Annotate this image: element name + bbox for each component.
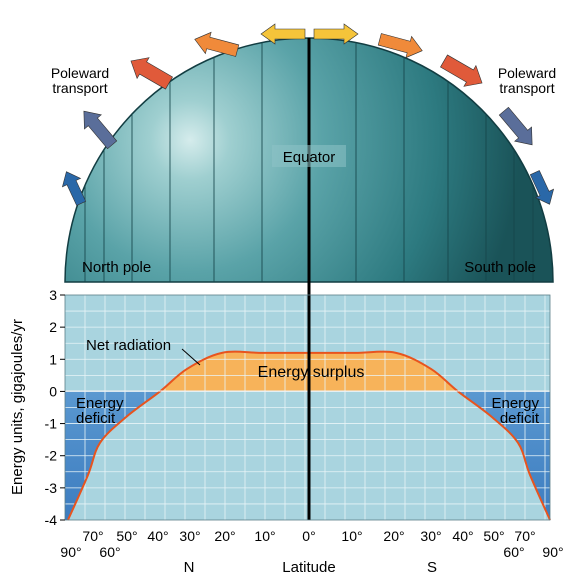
x-tick-label: 90° bbox=[60, 544, 81, 560]
x-tick-label: 20° bbox=[383, 528, 404, 544]
arrow-right-yellow bbox=[313, 23, 359, 45]
poleward-arrows bbox=[61, 23, 555, 206]
x-tick-label: 50° bbox=[483, 528, 504, 544]
y-tick-label: -2 bbox=[45, 448, 58, 464]
plot-frame bbox=[64, 294, 551, 521]
arrow-right-orange bbox=[377, 33, 423, 59]
deficit-label-left: Energy deficit bbox=[76, 395, 124, 427]
arrow-left-orange bbox=[194, 31, 240, 57]
latitude-label: Latitude bbox=[282, 559, 335, 576]
x-tick-label: 30° bbox=[420, 528, 441, 544]
net-radiation-leader bbox=[181, 348, 201, 366]
net-radiation-label: Net radiation bbox=[86, 337, 171, 354]
arrow-left-slate bbox=[83, 110, 118, 150]
y-tick-label: 0 bbox=[49, 383, 57, 399]
x-tick-label: 30° bbox=[179, 528, 200, 544]
x-tick-label: 50° bbox=[116, 528, 137, 544]
arrow-right-slate bbox=[498, 106, 533, 146]
svg-text:Energy: Energy bbox=[76, 395, 124, 412]
globe: Equator North pole South pole bbox=[64, 37, 554, 520]
svg-text:deficit: deficit bbox=[500, 410, 540, 427]
svg-text:transport: transport bbox=[52, 80, 107, 96]
south-pole-label: South pole bbox=[464, 259, 536, 276]
x-tick-label: 60° bbox=[99, 544, 120, 560]
y-tick-label: 2 bbox=[49, 319, 57, 335]
deficit-label-right: Energy deficit bbox=[491, 395, 539, 427]
y-axis-label: Energy units, gigajoules/yr bbox=[9, 319, 26, 495]
svg-text:deficit: deficit bbox=[76, 410, 116, 427]
x-tick-label: 20° bbox=[214, 528, 235, 544]
y-tick-label: 1 bbox=[49, 351, 57, 367]
y-tick-label: -3 bbox=[45, 480, 58, 496]
transport-label-right: Poleward transport bbox=[498, 65, 556, 96]
x-tick-label: 90° bbox=[542, 544, 563, 560]
y-tick-label: -1 bbox=[45, 416, 58, 432]
x-tick-label: 40° bbox=[147, 528, 168, 544]
north-pole-label: North pole bbox=[82, 259, 151, 276]
arrow-left-yellow bbox=[260, 23, 306, 45]
x-tick-label: 0° bbox=[302, 528, 315, 544]
svg-text:transport: transport bbox=[499, 80, 554, 96]
y-tick-label: -4 bbox=[45, 512, 58, 528]
north-label: N bbox=[184, 559, 195, 576]
y-tick-label: 3 bbox=[49, 287, 57, 303]
x-tick-label: 10° bbox=[341, 528, 362, 544]
arrow-right-blue bbox=[529, 170, 555, 205]
arrow-left-red bbox=[130, 57, 173, 90]
y-axis-ticks: 3 2 1 0 -1 -2 -3 -4 bbox=[45, 287, 65, 528]
x-tick-label: 70° bbox=[514, 528, 535, 544]
x-tick-label: 60° bbox=[503, 544, 524, 560]
surplus-label: Energy surplus bbox=[258, 364, 365, 381]
arrow-left-blue bbox=[61, 171, 87, 206]
x-tick-label: 10° bbox=[254, 528, 275, 544]
x-tick-label: 40° bbox=[452, 528, 473, 544]
svg-text:Poleward: Poleward bbox=[51, 65, 109, 81]
svg-text:Energy: Energy bbox=[491, 395, 539, 412]
x-tick-label: 70° bbox=[82, 528, 103, 544]
transport-label-left: Poleward transport bbox=[51, 65, 109, 96]
arrow-right-red bbox=[440, 54, 483, 87]
equator-label: Equator bbox=[283, 149, 336, 166]
net-radiation-chart: 3 2 1 0 -1 -2 -3 -4 70° 50° 40° 30° 20° 10° 0° 10° 20° 3… bbox=[9, 287, 564, 576]
x-axis-ticks: 70° 50° 40° 30° 20° 10° 0° 10° 20° 30° 40° 50° 70°90… bbox=[60, 528, 563, 560]
south-label: S bbox=[427, 559, 437, 576]
svg-text:Poleward: Poleward bbox=[498, 65, 556, 81]
